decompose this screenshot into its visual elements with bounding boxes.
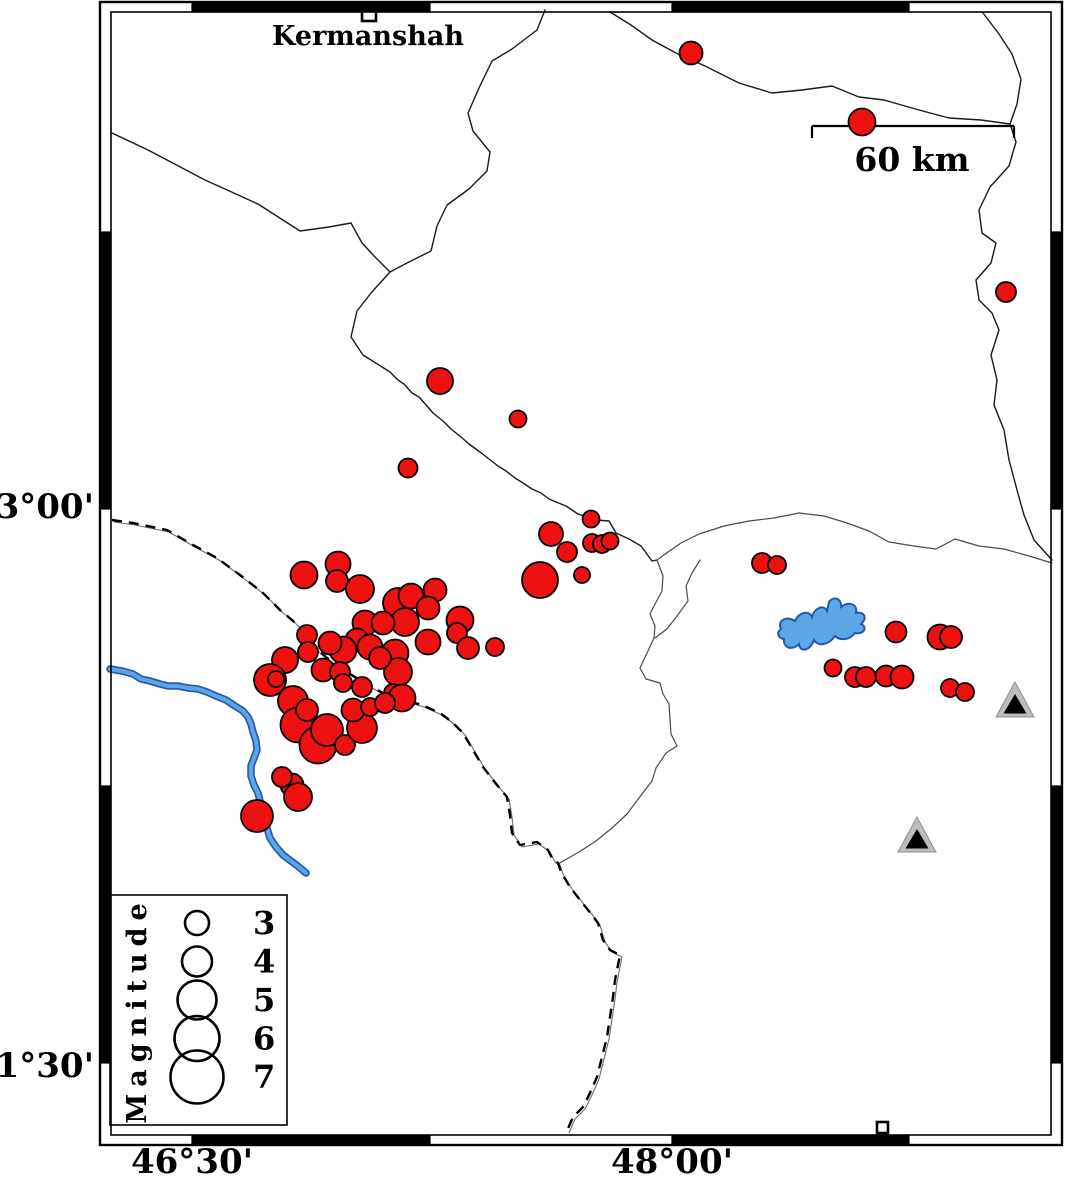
epicenter-marker xyxy=(556,541,578,563)
station-triangle-core xyxy=(905,829,929,849)
river xyxy=(106,665,310,877)
epicenter-marker xyxy=(240,799,274,833)
epicenter-marker xyxy=(678,40,704,66)
epicenter-marker xyxy=(456,636,480,660)
epicenter-marker xyxy=(289,560,319,590)
epicenter-marker xyxy=(295,698,319,722)
epicenter-marker xyxy=(271,766,293,788)
scale-bar-label: 60 km xyxy=(854,140,969,179)
legend-magnitude-circle xyxy=(180,945,214,978)
epicenter-marker xyxy=(310,713,344,747)
map-frame xyxy=(98,0,1064,1147)
epicenter-marker xyxy=(955,682,975,702)
epicenter-marker xyxy=(333,673,353,693)
epicenter-marker xyxy=(855,666,877,688)
station-triangle-core xyxy=(1003,694,1027,714)
epicenter-marker xyxy=(345,574,375,604)
lon-label-48-00: 48°00' xyxy=(611,1142,733,1179)
legend-magnitude-label: 5 xyxy=(253,981,275,1019)
station-layer xyxy=(897,680,1035,853)
epicenter-marker xyxy=(297,641,319,663)
legend-magnitude-circle xyxy=(176,979,218,1021)
epicenter-layer xyxy=(240,40,1017,833)
lat-label-31-30: 31°30' xyxy=(0,1046,94,1086)
city-label: Kermanshah xyxy=(272,21,464,52)
legend-magnitude-circle xyxy=(173,1014,221,1063)
epicenter-marker xyxy=(415,595,441,621)
epicenter-marker xyxy=(317,630,343,656)
epicenter-marker xyxy=(939,625,963,649)
epicenter-marker xyxy=(485,637,505,657)
epicenter-marker xyxy=(283,782,313,812)
epicenter-marker xyxy=(414,628,442,656)
legend-magnitude-label: 7 xyxy=(253,1058,275,1096)
epicenter-marker xyxy=(573,566,591,584)
city-marker-group: Kermanshah xyxy=(272,5,890,1135)
epicenter-marker xyxy=(847,107,877,137)
epicenter-marker xyxy=(397,457,419,479)
epicenter-marker xyxy=(538,521,564,547)
epicenter-marker xyxy=(767,555,787,575)
international-border xyxy=(111,518,623,1134)
epicenter-marker xyxy=(884,620,908,644)
legend-magnitude-label: 4 xyxy=(253,943,275,981)
lake xyxy=(777,597,866,651)
epicenter-marker xyxy=(889,664,915,690)
legend-title: Magnitude xyxy=(122,896,153,1123)
epicenter-marker xyxy=(368,646,392,670)
epicenter-marker xyxy=(267,670,285,688)
legend-magnitude-circle xyxy=(183,909,211,937)
epicenter-marker xyxy=(521,561,559,599)
axis-annotations: 33°00' 31°30' 46°30' 48°00' xyxy=(0,487,733,1179)
epicenter-marker xyxy=(374,692,396,714)
scale-bar: 60 km xyxy=(810,124,1016,179)
epicenter-marker xyxy=(351,676,373,698)
epicenter-marker xyxy=(600,531,620,551)
epicenter-marker xyxy=(581,509,601,529)
lon-label-46-30: 46°30' xyxy=(131,1142,253,1179)
epicenter-marker xyxy=(508,409,528,429)
bottom-square-marker xyxy=(875,1120,890,1135)
epicenter-marker xyxy=(995,281,1017,303)
epicenter-marker xyxy=(334,734,356,756)
epicenter-marker xyxy=(325,569,349,593)
legend-magnitude-circle xyxy=(169,1049,225,1105)
epicenter-marker xyxy=(426,367,454,395)
legend-magnitude-label: 3 xyxy=(253,904,275,942)
epicenter-marker xyxy=(370,610,396,636)
legend-magnitude-label: 6 xyxy=(253,1020,275,1058)
epicenter-marker xyxy=(823,658,843,678)
lat-label-33: 33°00' xyxy=(0,487,94,527)
country-borders xyxy=(111,9,1053,865)
